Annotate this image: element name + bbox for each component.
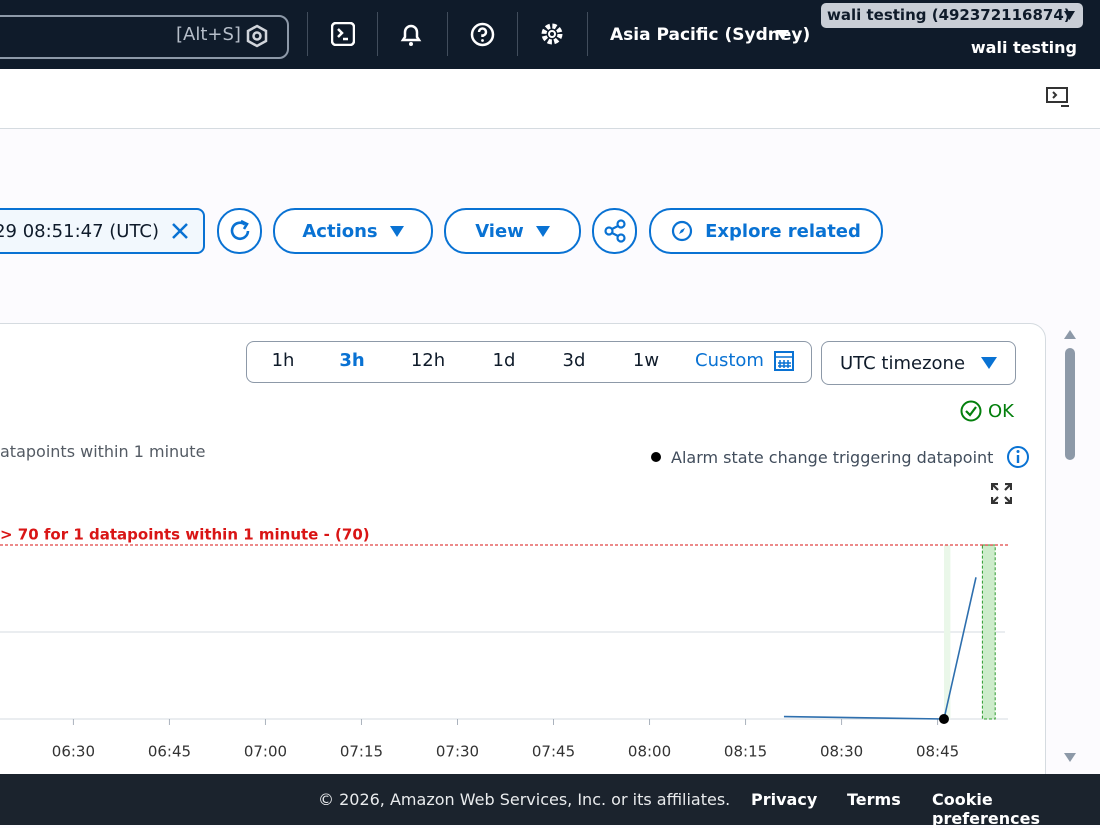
caret	[535, 225, 550, 237]
x-tick-label: 07:45	[532, 743, 575, 761]
footer-link[interactable]: Privacy	[751, 790, 818, 809]
x-tick-label: 06:30	[52, 743, 95, 761]
caret	[389, 225, 404, 237]
footer-link[interactable]: Terms	[847, 790, 901, 809]
help-icon[interactable]	[470, 22, 495, 47]
x-tick-label: 08:15	[724, 743, 767, 761]
calendar-icon	[773, 350, 794, 371]
alarm-band	[981, 544, 996, 720]
alarm-state: OK	[960, 400, 1014, 422]
actions-button[interactable]: Actions	[273, 208, 433, 254]
custom-range[interactable]: Custom	[695, 350, 794, 371]
panel-icon[interactable]	[1046, 87, 1070, 109]
account-chip[interactable]	[821, 3, 1083, 28]
x-tick-label: 08:45	[916, 743, 959, 761]
chart: 06:30 06:45 07:00 07:15 07:30 07:45 08:00 08:15…	[0, 526, 1008, 761]
state-label: OK	[988, 400, 1014, 422]
explore-button[interactable]: Explore related	[649, 208, 883, 254]
view-button[interactable]: View	[444, 208, 581, 254]
settings-icon[interactable]	[540, 22, 564, 46]
actions-label: Actions	[302, 220, 378, 242]
custom-label: Custom	[695, 350, 764, 371]
range-option[interactable]: 3h	[339, 350, 365, 371]
threshold-label: > 70 for 1 datapoints within 1 minute - …	[0, 526, 370, 544]
chart-description: atapoints within 1 minute	[0, 442, 206, 461]
legend-dot	[651, 452, 661, 462]
time-range-pill[interactable]: 29 08:51:47 (UTC)	[0, 208, 205, 254]
dropdown-caret	[1064, 11, 1075, 20]
search-icon	[246, 24, 268, 48]
share-icon	[603, 219, 626, 243]
x-tick-label: 08:30	[820, 743, 863, 761]
scrollbar[interactable]	[1060, 325, 1080, 770]
ok-icon	[960, 400, 982, 422]
top-nav: [Alt+S] Asia Pacific (Sydney) wali testi…	[0, 0, 1100, 69]
share-button[interactable]	[592, 208, 637, 254]
clear-icon[interactable]	[171, 222, 189, 240]
view-label: View	[475, 220, 524, 242]
x-tick-label: 07:15	[340, 743, 383, 761]
user-name: wali testing	[970, 38, 1077, 57]
refresh-icon	[230, 219, 249, 240]
explore-label: Explore related	[705, 220, 861, 242]
info-icon[interactable]	[1006, 445, 1030, 469]
copyright: © 2026, Amazon Web Services, Inc. or its…	[318, 790, 731, 809]
legend: Alarm state change triggering datapoint	[650, 445, 1030, 469]
graph-panel	[0, 323, 1046, 805]
cloudshell-icon[interactable]	[331, 22, 355, 46]
separator	[447, 12, 448, 56]
timezone-label: UTC timezone	[840, 352, 966, 374]
sub-nav	[0, 69, 1100, 129]
refresh-button[interactable]	[217, 208, 262, 254]
timezone-select[interactable]: UTC timezone	[821, 341, 1016, 385]
x-tick-label: 07:00	[244, 743, 287, 761]
separator	[377, 12, 378, 56]
search-box[interactable]	[0, 15, 289, 59]
range-selector	[246, 341, 812, 383]
range-option[interactable]: 1h	[271, 350, 295, 371]
legend-label: Alarm state change triggering datapoint	[671, 447, 994, 467]
compass-icon	[672, 220, 693, 242]
range-option[interactable]: 12h	[410, 350, 446, 371]
region-selector[interactable]: Asia Pacific (Sydney)	[610, 25, 811, 45]
x-tick-label: 06:45	[148, 743, 191, 761]
dropdown-caret	[776, 30, 789, 40]
alarm-band	[943, 545, 951, 719]
range-option[interactable]: 1d	[492, 350, 516, 371]
range-option[interactable]: 3d	[562, 350, 586, 371]
caret	[981, 357, 997, 369]
range-option[interactable]: 1w	[632, 350, 660, 371]
expand-icon[interactable]	[991, 483, 1012, 504]
search-shortcut: [Alt+S]	[176, 24, 241, 45]
time-range: 29 08:51:47 (UTC)	[0, 220, 159, 242]
account-name: wali testing (492372116874)	[827, 6, 1071, 24]
separator	[307, 12, 308, 56]
x-tick-label: 07:30	[436, 743, 479, 761]
x-tick-label: 08:00	[628, 743, 671, 761]
footer: © 2026, Amazon Web Services, Inc. or its…	[0, 774, 1100, 828]
notifications-icon[interactable]	[399, 22, 423, 48]
footer-link[interactable]: Cookie preferences	[932, 790, 1040, 828]
trigger-point	[938, 714, 949, 724]
separator	[587, 12, 588, 56]
separator	[517, 12, 518, 56]
